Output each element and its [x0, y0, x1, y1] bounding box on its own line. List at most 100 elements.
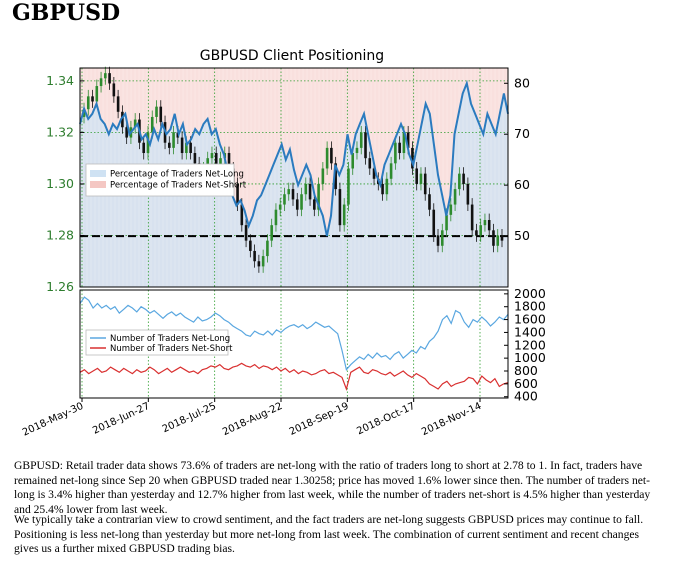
top-panel-frame	[79, 67, 509, 288]
right-axis-ticks: 50 60 70 80	[504, 75, 530, 243]
candle-body	[453, 189, 457, 205]
legend-swatch-net-long	[90, 170, 106, 177]
candle-body	[351, 153, 355, 169]
bottom-tick-label: 1800	[514, 299, 546, 314]
candle-body	[257, 261, 261, 267]
candle-body	[470, 204, 474, 231]
candle-body	[428, 194, 431, 210]
candle-body	[300, 194, 303, 210]
x-tick-label: 2018-Jun-27	[91, 401, 151, 437]
candle-body	[95, 86, 99, 102]
candle-body	[411, 147, 414, 169]
net-short-count-line	[79, 362, 509, 391]
candle-body	[146, 132, 150, 154]
x-tick-label: 2018-Nov-14	[420, 401, 483, 438]
candle-body	[253, 250, 256, 262]
candle-body	[449, 204, 453, 215]
chart-title: GBPUSD Client Positioning	[200, 48, 384, 64]
bottom-tick-label: 400	[514, 389, 538, 404]
candle-body	[381, 183, 384, 195]
net-long-count-line	[79, 296, 509, 371]
candle-body	[355, 147, 359, 154]
bottom-tick-label: 1200	[514, 337, 546, 352]
right-tick-label: 50	[514, 228, 530, 243]
left-tick-label: 1.32	[46, 124, 74, 139]
candle-body	[283, 194, 286, 205]
sentiment-legend: Percentage of Traders Net-Long Percentag…	[85, 163, 247, 197]
candle-body	[385, 178, 389, 195]
candle-body	[261, 256, 265, 267]
candle-body	[249, 240, 252, 251]
candle-body	[415, 168, 418, 184]
left-tick-label: 1.30	[46, 176, 74, 191]
candle-body	[308, 183, 312, 200]
candle-body	[240, 204, 244, 226]
candle-body	[342, 204, 346, 226]
x-axis-date-ticks: 2018-May-30 2018-Jun-27 2018-Jul-25 2018-Au…	[21, 398, 483, 439]
candle-body	[462, 173, 465, 184]
candle-body	[368, 158, 372, 169]
legend-swatch-net-short	[90, 181, 106, 188]
candle-body	[172, 132, 175, 148]
candle-body	[500, 235, 504, 241]
candle-body	[219, 158, 222, 169]
candle-body	[432, 209, 436, 236]
bottom-panel-frame	[79, 289, 509, 399]
left-tick-label: 1.28	[46, 227, 74, 242]
count-legend: Number of Traders Net-Long Number of Tra…	[85, 329, 233, 356]
candle-body	[108, 73, 111, 84]
legend-label-net-long: Percentage of Traders Net-Long	[110, 170, 244, 180]
candle-body	[423, 173, 427, 195]
x-tick-label: 2018-Jul-25	[161, 401, 218, 435]
legend-label-count-long: Number of Traders Net-Long	[110, 334, 230, 344]
candle-body	[398, 142, 401, 154]
candle-body	[466, 183, 470, 205]
candle-body	[483, 220, 487, 226]
x-tick-label: 2018-May-30	[21, 401, 85, 439]
right-tick-label: 70	[514, 126, 530, 141]
candle-body	[330, 147, 333, 164]
sentiment-series-line	[79, 79, 509, 237]
bottom-tick-label: 1600	[514, 312, 546, 327]
candle-body	[227, 153, 231, 169]
candle-body	[155, 106, 158, 117]
candle-body	[295, 199, 299, 210]
candle-body	[359, 132, 363, 148]
candle-body	[492, 230, 495, 246]
candle-body	[142, 142, 146, 154]
candle-body	[116, 96, 120, 112]
candle-body	[104, 73, 107, 79]
candle-body	[317, 183, 320, 210]
candle-body	[321, 168, 325, 184]
candle-body	[496, 235, 500, 246]
candle-body	[394, 142, 397, 164]
candle-body	[193, 153, 197, 164]
candle-body	[121, 111, 124, 128]
candle-body	[189, 142, 192, 154]
x-tick-label: 2018-Aug-22	[221, 401, 284, 438]
candle-body	[125, 127, 128, 138]
candle-body	[278, 204, 282, 210]
left-tick-label: 1.34	[46, 73, 74, 88]
bottom-tick-label: 600	[514, 376, 538, 391]
candle-body	[287, 189, 291, 195]
candle-body	[304, 183, 308, 195]
candle-body	[210, 153, 214, 159]
candle-body	[244, 225, 248, 241]
candle-body	[475, 230, 478, 236]
legend-label-net-short: Percentage of Traders Net-Short	[110, 181, 247, 191]
candle-body	[86, 96, 90, 110]
left-axis-ticks: 1.26 1.28 1.30 1.32 1.34	[46, 73, 84, 294]
left-tick-label: 1.26	[46, 279, 74, 294]
x-tick-label: 2018-Sep-19	[288, 401, 351, 438]
right-tick-label: 80	[514, 75, 530, 90]
candle-body	[185, 142, 188, 154]
candle-body	[180, 137, 184, 154]
net-long-region	[80, 83, 508, 287]
candle-body	[91, 96, 94, 102]
candle-body	[325, 147, 329, 169]
candle-body	[214, 153, 218, 169]
candle-body	[270, 225, 273, 241]
legend-label-count-short: Number of Traders Net-Short	[110, 344, 233, 354]
bottom-tick-label: 1400	[514, 324, 546, 339]
